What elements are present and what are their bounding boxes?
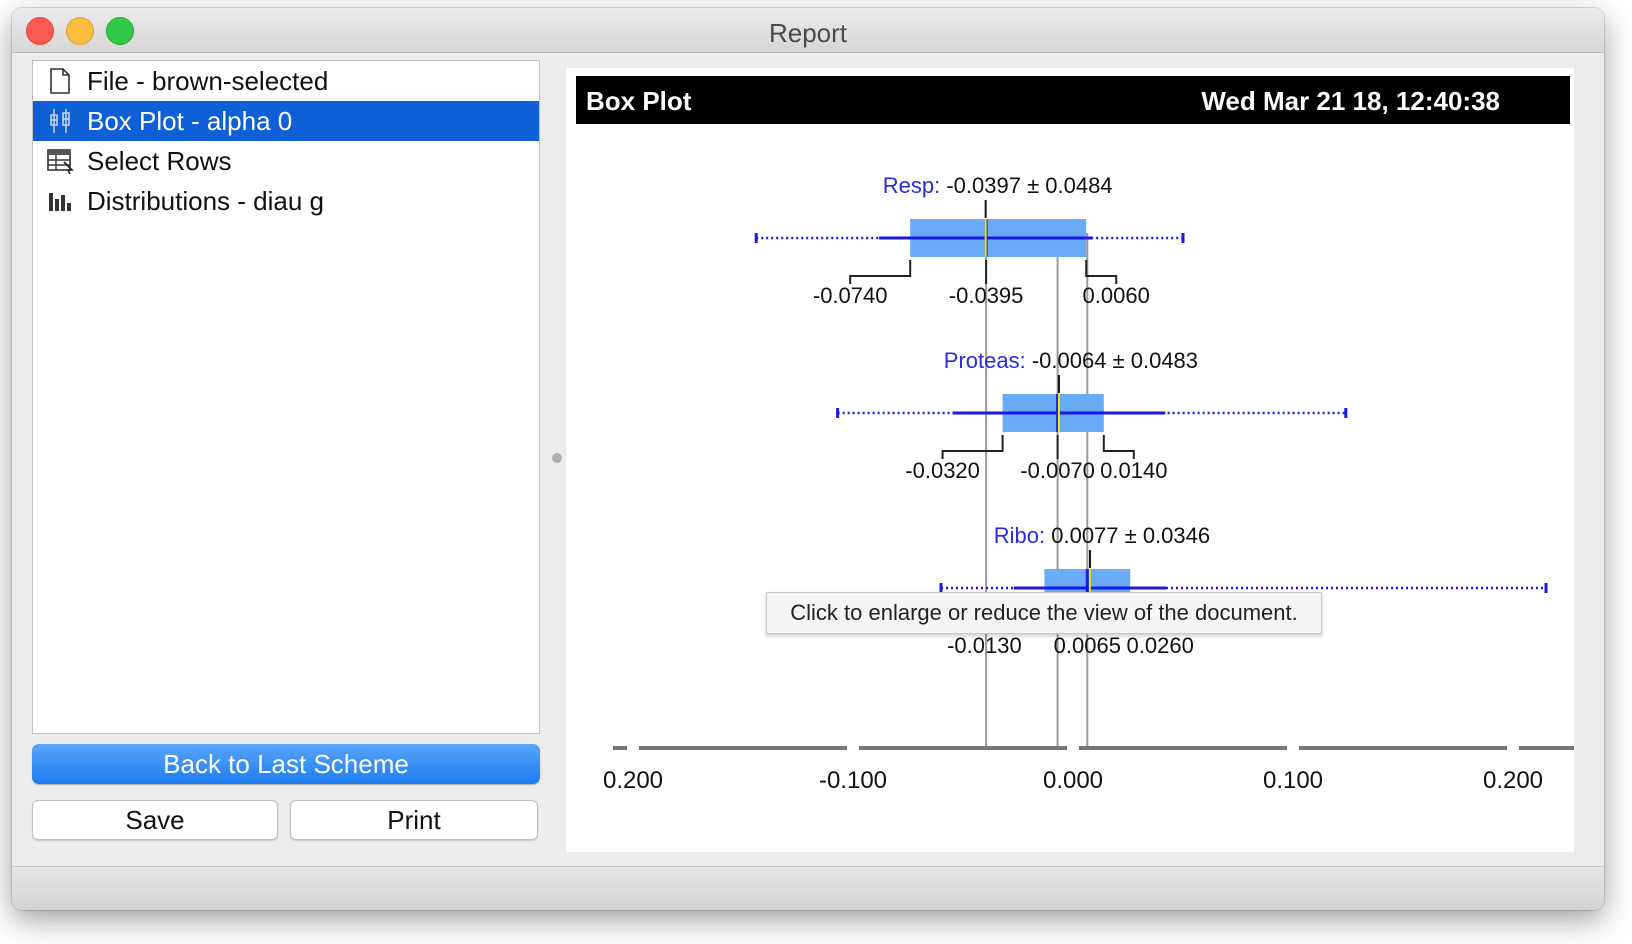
median-label: -0.0395	[949, 283, 1024, 308]
x-axis-tick	[1507, 746, 1519, 750]
report-date: Wed Mar 21 18, 12:40:38	[1201, 86, 1500, 116]
x-tick-label: 0.000	[1043, 767, 1103, 794]
x-axis-tick	[1067, 746, 1079, 750]
series-label: Proteas: -0.0064 ± 0.0483	[944, 348, 1198, 373]
list-item-select-rows[interactable]: Select Rows	[33, 141, 539, 181]
report-header: Box Plot Wed Mar 21 18, 12:40:38	[576, 76, 1570, 124]
q1-label: -0.0320	[905, 458, 980, 483]
window-title: Report	[768, 18, 848, 48]
box-plot-icon	[45, 106, 75, 136]
series-label: Ribo: 0.0077 ± 0.0346	[994, 523, 1210, 548]
list-item-label: Box Plot - alpha 0	[87, 105, 293, 136]
x-tick-label: 0.200	[603, 767, 663, 794]
x-axis-tick	[847, 746, 859, 750]
select-rows-icon	[45, 146, 75, 176]
back-to-last-scheme-button[interactable]: Back to Last Scheme	[32, 744, 540, 784]
list-item-label: Distributions - diau g	[87, 185, 324, 216]
x-axis-tick	[627, 746, 639, 750]
series-label: Resp: -0.0397 ± 0.0484	[883, 173, 1113, 198]
q3-label: 0.0140	[1100, 458, 1167, 483]
box-plot-chart: Resp: -0.0397 ± 0.0484 -0.0740 -0.0395 0.00…	[603, 173, 1574, 794]
minimize-window-button[interactable]	[66, 17, 94, 45]
median-label: 0.0065	[1054, 633, 1121, 658]
median-label: -0.0070	[1020, 458, 1095, 483]
x-tick-label: -0.100	[819, 767, 887, 794]
print-button[interactable]: Print	[290, 800, 538, 840]
report-view[interactable]: Box Plot Wed Mar 21 18, 12:40:38 Resp: -…	[566, 68, 1574, 852]
splitter-handle[interactable]	[552, 453, 562, 463]
q1-label: -0.0130	[947, 633, 1022, 658]
report-window: Report File - brown-selected Box Plot - …	[12, 8, 1604, 910]
q3-label: 0.0060	[1083, 283, 1150, 308]
status-bar	[12, 866, 1604, 910]
save-button[interactable]: Save	[32, 800, 278, 840]
q1-label: -0.0740	[813, 283, 888, 308]
q3-connector	[1102, 435, 1135, 459]
q3-label: 0.0260	[1127, 633, 1194, 658]
x-tick-label: 0.200	[1483, 767, 1543, 794]
distributions-icon	[45, 186, 75, 216]
report-title: Box Plot	[586, 86, 692, 116]
file-icon	[45, 66, 75, 96]
list-item-label: File - brown-selected	[87, 65, 329, 96]
report-items-list[interactable]: File - brown-selected Box Plot - alpha 0…	[32, 60, 540, 734]
q3-connector	[1085, 260, 1118, 284]
list-item-label: Select Rows	[87, 145, 232, 176]
x-axis-tick	[1287, 746, 1299, 750]
q1-connector	[849, 260, 912, 284]
list-item-file[interactable]: File - brown-selected	[33, 61, 539, 101]
zoom-window-button[interactable]	[106, 17, 134, 45]
list-item-distributions[interactable]: Distributions - diau g	[33, 181, 539, 221]
close-window-button[interactable]	[26, 17, 54, 45]
x-tick-label: 0.100	[1263, 767, 1323, 794]
title-bar: Report	[12, 8, 1604, 53]
list-item-box-plot[interactable]: Box Plot - alpha 0	[33, 101, 539, 141]
zoom-tooltip: Click to enlarge or reduce the view of t…	[766, 592, 1322, 634]
q1-connector	[941, 435, 1004, 459]
